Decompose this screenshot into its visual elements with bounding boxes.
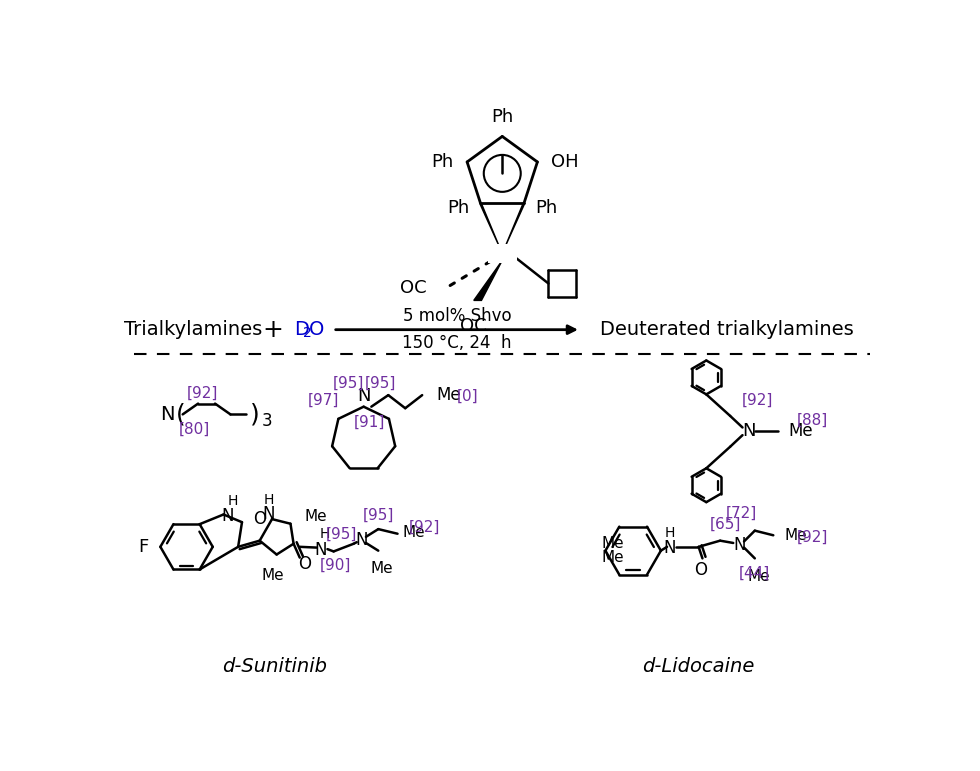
Text: Me: Me — [436, 386, 461, 404]
Text: O: O — [253, 510, 266, 528]
Text: [95]: [95] — [325, 527, 357, 542]
Text: N: N — [355, 531, 368, 549]
Text: O: O — [298, 554, 311, 573]
Text: N: N — [221, 507, 233, 525]
Text: H: H — [227, 494, 238, 508]
Text: Me: Me — [748, 569, 770, 584]
Text: [97]: [97] — [308, 393, 339, 408]
Polygon shape — [473, 261, 503, 301]
Text: O: O — [694, 561, 707, 579]
Text: Me: Me — [602, 550, 624, 565]
Text: [92]: [92] — [797, 530, 828, 544]
Text: Trialkylamines: Trialkylamines — [123, 320, 262, 339]
Text: Deuterated trialkylamines: Deuterated trialkylamines — [600, 320, 854, 339]
Text: OC: OC — [461, 318, 487, 335]
Text: Ph: Ph — [448, 199, 469, 217]
Text: OH: OH — [552, 153, 579, 171]
Text: [95]: [95] — [363, 508, 394, 523]
Text: +: + — [263, 318, 283, 342]
Text: d-Sunitinib: d-Sunitinib — [222, 657, 327, 675]
Text: N: N — [733, 536, 746, 554]
Text: [80]: [80] — [178, 423, 210, 437]
Text: [65]: [65] — [710, 517, 741, 532]
Text: (: ( — [175, 402, 185, 426]
Text: Me: Me — [305, 509, 327, 524]
Text: O: O — [309, 320, 324, 339]
FancyBboxPatch shape — [488, 244, 516, 263]
Text: Me: Me — [370, 561, 393, 577]
Polygon shape — [480, 203, 500, 248]
Text: N: N — [742, 423, 756, 440]
Text: Me: Me — [262, 568, 284, 584]
Text: H: H — [664, 526, 675, 540]
Text: [44]: [44] — [739, 566, 770, 581]
Text: Me: Me — [403, 525, 425, 540]
Text: [95]: [95] — [332, 376, 364, 391]
Text: [92]: [92] — [409, 520, 440, 535]
Text: [90]: [90] — [319, 557, 351, 573]
Text: 150 °C, 24  h: 150 °C, 24 h — [402, 334, 512, 352]
Text: N: N — [357, 387, 370, 405]
Polygon shape — [505, 203, 524, 248]
Text: Me: Me — [784, 528, 807, 543]
Text: [0]: [0] — [457, 389, 478, 404]
Text: N: N — [262, 506, 274, 524]
Text: [91]: [91] — [354, 415, 385, 429]
Text: 3: 3 — [262, 412, 271, 429]
Text: [92]: [92] — [742, 393, 773, 408]
Text: H: H — [264, 493, 274, 507]
Text: Me: Me — [789, 423, 813, 440]
Text: OC: OC — [400, 279, 427, 297]
Text: Ph: Ph — [431, 153, 453, 171]
Text: 2: 2 — [303, 326, 312, 340]
Text: N: N — [160, 405, 174, 424]
Text: Me: Me — [602, 536, 624, 551]
Text: F: F — [138, 538, 148, 556]
Text: [95]: [95] — [365, 376, 396, 391]
Text: H: H — [319, 527, 329, 541]
Text: D: D — [294, 320, 310, 339]
Text: Ru: Ru — [487, 244, 517, 264]
Text: N: N — [663, 539, 676, 557]
Text: N: N — [315, 541, 326, 559]
Text: Ph: Ph — [491, 108, 514, 126]
Text: [92]: [92] — [186, 386, 218, 400]
Text: ): ) — [250, 402, 260, 426]
Text: Ph: Ph — [535, 199, 557, 217]
Text: [72]: [72] — [725, 507, 757, 521]
Text: 5 mol% Shvo: 5 mol% Shvo — [403, 307, 512, 325]
Text: d-Lidocaine: d-Lidocaine — [643, 657, 755, 675]
Text: [88]: [88] — [797, 413, 828, 428]
